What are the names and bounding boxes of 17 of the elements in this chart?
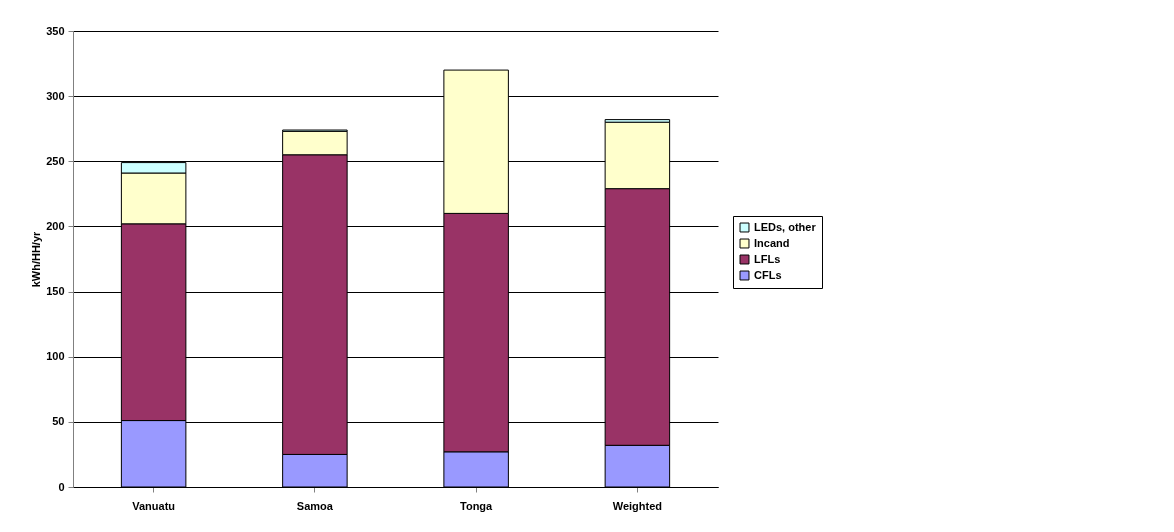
y-axis-title: kWh/HH/yr: [30, 230, 43, 288]
x-tick-label: Weighted: [612, 499, 663, 512]
y-tick-label: 100: [46, 350, 65, 363]
x-tick-label: Tonga: [460, 499, 494, 512]
y-tick-label: 200: [46, 219, 65, 232]
legend-label: CFLs: [754, 268, 782, 281]
legend-label: LEDs, other: [754, 220, 817, 233]
legend-label: Incand: [754, 236, 790, 249]
y-tick-label: 250: [46, 154, 65, 167]
x-tick-label: Samoa: [296, 499, 334, 512]
y-tick-label: 350: [46, 24, 65, 37]
y-tick-label: 150: [46, 285, 65, 298]
legend-label: LFLs: [754, 252, 781, 265]
x-tick-label: Vanuatu: [132, 499, 176, 512]
y-tick-label: 300: [46, 89, 65, 102]
y-tick-label: 50: [52, 415, 65, 428]
y-tick-label: 0: [58, 480, 65, 493]
